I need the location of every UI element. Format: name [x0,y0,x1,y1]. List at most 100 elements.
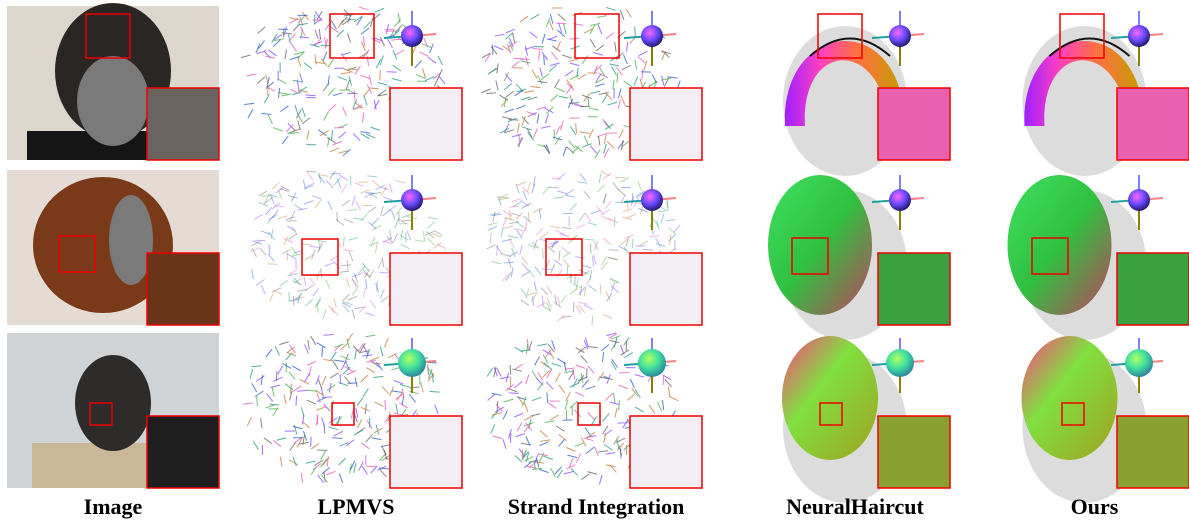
strand [248,109,253,118]
strand [278,190,282,199]
strand [491,261,501,263]
strand [362,466,368,474]
panel [487,333,702,488]
strand [552,340,555,349]
strand [369,270,374,279]
strand [327,181,334,188]
strand [290,345,296,353]
strand [548,403,556,409]
strand [375,185,384,189]
strand [275,346,279,355]
strand [311,466,316,475]
strand [590,91,600,93]
panel [7,333,219,488]
inset [1117,88,1189,160]
strand [543,186,549,194]
strand [425,77,434,81]
strand [487,368,492,376]
strand [368,207,376,212]
strand [372,180,380,187]
strand [626,237,629,246]
strand [290,443,296,451]
strand [627,214,636,218]
strand [382,257,384,267]
strand [329,418,338,423]
strand [378,83,388,85]
strand [624,352,633,357]
strand [584,191,590,199]
strand [294,204,302,210]
strand [662,400,663,410]
strand [336,219,344,225]
strand [287,347,295,353]
strand [366,434,373,441]
strand [526,56,529,66]
strand [497,63,498,73]
strand [545,421,555,423]
strand [514,413,523,417]
strand [652,74,657,83]
strand [656,244,666,247]
strand [616,67,622,75]
strand [267,394,273,402]
inset [1117,253,1189,325]
strand [395,219,399,228]
strand [334,360,344,361]
strand [550,14,553,24]
strand [423,69,426,79]
strand [563,259,569,267]
strand [328,59,333,67]
strand [522,227,526,236]
panel [486,171,702,326]
strand [363,288,365,298]
strand [619,129,623,138]
strand [307,390,317,391]
strand [323,309,326,319]
strand [295,105,298,114]
strand [257,396,258,406]
strand [582,55,588,63]
strand [504,83,512,89]
strand [349,237,359,240]
inset [147,253,219,325]
strand [661,214,664,224]
strand [575,392,584,396]
strand [586,447,594,453]
strand [341,184,346,192]
strand [488,68,496,74]
strand [630,379,634,388]
strand [531,414,541,416]
strand [622,65,631,69]
strand [514,229,524,231]
column-label: Ours [1071,494,1119,519]
strand [588,412,595,419]
strand [315,200,321,208]
strand [552,46,560,52]
strand [346,80,349,89]
strand [635,60,637,70]
strand [605,201,611,209]
strand [347,209,357,210]
strand [522,127,532,130]
strand [557,315,565,321]
strand [428,217,438,219]
strand [542,34,545,44]
strand [516,105,525,109]
strand [322,418,325,428]
strand [409,394,415,402]
strand [547,393,548,403]
strand [266,405,275,408]
strand [595,65,602,72]
orientation-sphere [401,189,423,211]
strand [355,350,357,360]
strand [289,299,299,301]
strand [375,243,377,253]
strand [297,390,307,391]
strand [381,206,383,216]
strand [313,288,319,296]
strand [620,10,624,19]
strand [321,268,322,278]
strand [581,474,589,480]
strand [537,114,539,124]
strand [643,249,653,250]
